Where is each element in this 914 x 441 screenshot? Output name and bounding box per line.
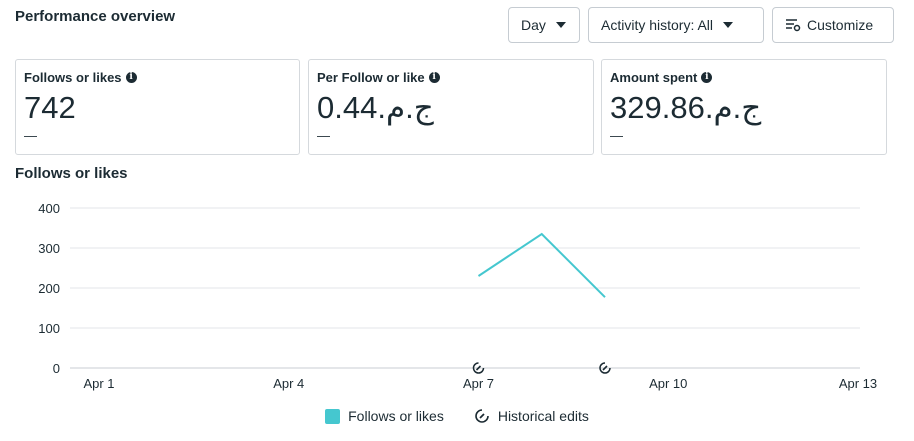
activity-history-label: Activity history: All [601, 17, 714, 33]
page-title: Performance overview [15, 8, 176, 25]
line-chart: 0 100 200 300 400 Apr 1 Apr 4 Apr 7 Apr 10 Apr 13 [38, 201, 877, 391]
y-tick-label: 400 [38, 201, 60, 216]
legend-item-historical-edits[interactable]: Historical edits [474, 408, 589, 424]
legend-series-label: Follows or likes [348, 408, 444, 424]
metric-label: Amount spent [610, 70, 698, 85]
historical-edit-arc [472, 362, 485, 374]
metric-label: Per Follow or like [317, 70, 425, 85]
legend-edits-label: Historical edits [497, 408, 589, 424]
y-tick-label: 0 [53, 361, 60, 376]
historical-edit-marker[interactable] [599, 362, 611, 374]
metric-comparison: — [24, 128, 37, 143]
day-dropdown-label: Day [521, 17, 546, 33]
metric-value: ج.م.329.86 [610, 90, 762, 125]
x-tick-label: Apr 10 [649, 376, 687, 391]
customize-label: Customize [807, 17, 874, 33]
legend-item-series[interactable]: Follows or likes [325, 408, 444, 424]
metric-card-amount-spent: Amount spent i ج.م.329.86 — [601, 59, 887, 155]
metric-value: ج.م.0.44 [317, 90, 434, 125]
metric-comparison: — [610, 128, 623, 143]
chart-legend: Follows or likes Historical edits [0, 408, 914, 424]
x-tick-label: Apr 4 [273, 376, 304, 391]
metric-card-per-follow: Per Follow or like i ج.م.0.44 — [308, 59, 594, 155]
legend-swatch [325, 408, 341, 424]
metric-comparison: — [317, 128, 330, 143]
info-icon[interactable]: i [428, 72, 440, 83]
x-tick-label: Apr 1 [83, 376, 114, 391]
customize-button[interactable]: Customize [772, 7, 894, 43]
chevron-down-icon [723, 22, 734, 28]
historical-edit-tick [475, 365, 482, 371]
x-tick-label: Apr 13 [839, 376, 877, 391]
historical-edits-icon [475, 409, 489, 423]
chevron-down-icon [555, 22, 566, 28]
historical-edit-marker[interactable] [472, 362, 485, 374]
x-tick-label: Apr 7 [463, 376, 494, 391]
info-icon[interactable]: i [125, 72, 137, 83]
customize-icon [786, 19, 801, 32]
metric-card-follows: Follows or likes i 742 — [15, 59, 300, 155]
activity-history-dropdown[interactable]: Activity history: All [588, 7, 764, 43]
metric-value: 742 [24, 90, 76, 125]
y-tick-label: 300 [38, 241, 60, 256]
metric-label: Follows or likes [24, 70, 122, 85]
historical-edit-arc [599, 362, 611, 374]
day-dropdown-button[interactable]: Day [508, 7, 580, 43]
info-icon[interactable]: i [701, 72, 713, 83]
y-tick-label: 200 [38, 281, 60, 296]
historical-edit-tick [602, 365, 608, 371]
chart-title: Follows or likes [15, 165, 128, 182]
y-tick-label: 100 [38, 321, 60, 336]
